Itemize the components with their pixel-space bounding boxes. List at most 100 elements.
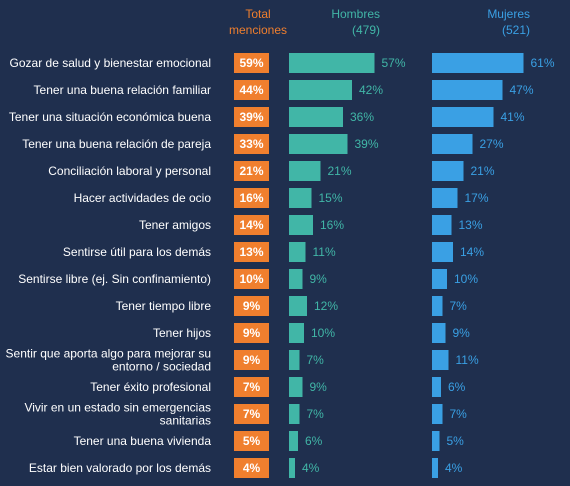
women-value-label: 9% [453, 326, 471, 340]
total-badge [234, 161, 269, 181]
women-value-label: 17% [465, 191, 489, 205]
men-bar [289, 377, 303, 397]
category-label: Estar bien valorado por los demás [29, 461, 211, 475]
men-bar [289, 80, 352, 100]
men-bar [289, 350, 300, 370]
women-value-label: 21% [471, 164, 495, 178]
total-value-label: 21% [239, 164, 263, 178]
women-bar [432, 458, 438, 478]
chart-row: Tener tiempo libre 9% 12% 7% [116, 296, 468, 316]
chart-row: Tener una buena vivienda 5% 6% 5% [74, 431, 464, 451]
chart-row: Vivir en un estado sin emergenciassanita… [24, 401, 467, 428]
men-bar [289, 134, 348, 154]
chart-row: Tener éxito profesional 7% 9% 6% [90, 377, 466, 397]
chart-row: Sentirse libre (ej. Sin confinamiento) 10… [18, 269, 478, 289]
total-badge [234, 188, 269, 208]
men-value-label: 9% [310, 380, 328, 394]
women-value-label: 6% [448, 380, 466, 394]
category-label: Tener tiempo libre [116, 299, 212, 313]
category-label: Conciliación laboral y personal [48, 164, 211, 178]
women-bar [432, 188, 458, 208]
men-value-label: 39% [355, 137, 379, 151]
chart-row: Hacer actividades de ocio 16% 15% 17% [74, 188, 489, 208]
men-value-label: 7% [307, 353, 325, 367]
women-value-label: 13% [459, 218, 483, 232]
category-label: Tener una situación económica buena [9, 110, 211, 124]
total-badge [234, 377, 269, 397]
total-value-label: 39% [239, 110, 263, 124]
women-value-label: 10% [454, 272, 478, 286]
men-value-label: 6% [305, 434, 323, 448]
chart-row: Sentir que aporta algo para mejorar suen… [6, 347, 479, 374]
men-value-label: 4% [302, 461, 320, 475]
men-bar [289, 431, 298, 451]
total-badge [234, 53, 269, 73]
men-bar [289, 404, 300, 424]
header-women-line-2: (521) [502, 23, 530, 37]
header-men-line-2: (479) [352, 23, 380, 37]
category-label: Sentirse útil para los demás [63, 245, 211, 259]
category-label: Gozar de salud y bienestar emocional [10, 56, 211, 70]
men-value-label: 10% [311, 326, 335, 340]
women-bar [432, 377, 441, 397]
chart-row: Tener hijos 9% 10% 9% [153, 323, 470, 343]
women-value-label: 14% [460, 245, 484, 259]
men-value-label: 7% [307, 407, 325, 421]
women-bar [432, 107, 494, 127]
men-bar [289, 296, 307, 316]
total-value-label: 9% [243, 299, 261, 313]
total-badge [234, 242, 269, 262]
category-label: Sentirse libre (ej. Sin confinamiento) [18, 272, 211, 286]
men-bar [289, 53, 375, 73]
category-label: Tener una buena vivienda [74, 434, 212, 448]
men-bar [289, 323, 304, 343]
total-value-label: 5% [243, 434, 261, 448]
total-value-label: 44% [239, 83, 263, 97]
men-value-label: 42% [359, 83, 383, 97]
women-bar [432, 350, 449, 370]
men-value-label: 12% [314, 299, 338, 313]
women-bar [432, 431, 440, 451]
total-badge [234, 269, 269, 289]
chart-row: Tener una buena relación familiar 44% 42% 4… [34, 80, 534, 100]
women-value-label: 7% [450, 407, 468, 421]
women-bar [432, 242, 453, 262]
women-value-label: 7% [450, 299, 468, 313]
category-label: Sentir que aporta algo para mejorar su [6, 347, 211, 361]
women-value-label: 47% [510, 83, 534, 97]
men-value-label: 16% [320, 218, 344, 232]
total-badge [234, 350, 269, 370]
chart-row: Conciliación laboral y personal 21% 21% 21% [48, 161, 495, 181]
category-label: entorno / sociedad [112, 360, 211, 374]
total-badge [234, 134, 269, 154]
men-bar [289, 458, 295, 478]
column-headers: Total menciones Hombres (479) Mujeres (521) [229, 7, 530, 37]
men-value-label: 9% [310, 272, 328, 286]
total-badge [234, 404, 269, 424]
chart-row: Tener una buena relación de pareja 33% 39%… [22, 134, 504, 154]
total-badge [234, 296, 269, 316]
chart-row: Tener una situación económica buena 39% 36… [9, 107, 525, 127]
category-label: Tener hijos [153, 326, 211, 340]
header-total-line-1: Total [245, 7, 270, 21]
total-value-label: 33% [239, 137, 263, 151]
men-value-label: 11% [313, 245, 336, 259]
men-bar [289, 188, 312, 208]
category-label: Tener amigos [139, 218, 211, 232]
women-value-label: 11% [456, 353, 479, 367]
men-bar [289, 215, 313, 235]
total-badge [234, 458, 269, 478]
total-value-label: 14% [239, 218, 263, 232]
category-label: Tener éxito profesional [90, 380, 211, 394]
women-bar [432, 53, 524, 73]
women-bar [432, 80, 503, 100]
total-value-label: 59% [239, 56, 263, 70]
women-value-label: 27% [480, 137, 504, 151]
men-bar [289, 107, 343, 127]
men-bar [289, 269, 303, 289]
women-value-label: 41% [501, 110, 525, 124]
women-bar [432, 296, 443, 316]
total-value-label: 9% [243, 326, 261, 340]
header-men-line-1: Hombres [331, 7, 380, 21]
